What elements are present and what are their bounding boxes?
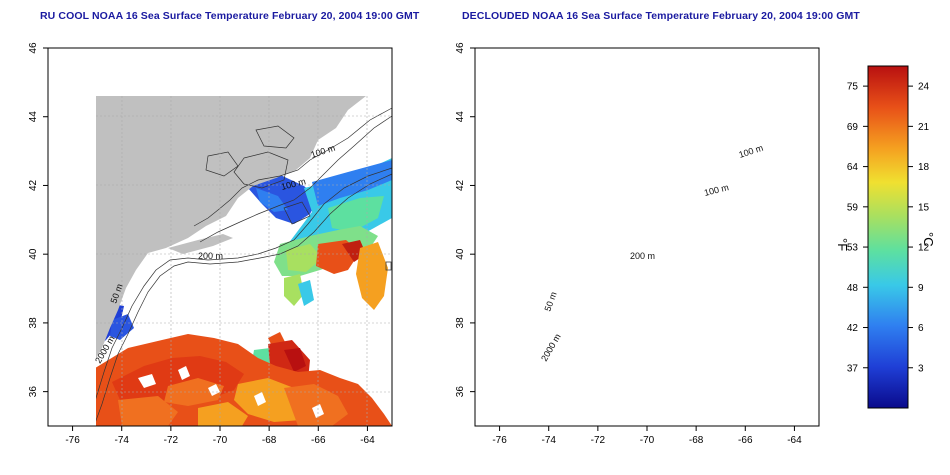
right-map-title: DECLOUDED NOAA 16 Sea Surface Temperatur… — [462, 10, 860, 22]
fahrenheit-tick-label: 59 — [847, 202, 859, 213]
y-tick-label: 36 — [28, 386, 39, 398]
left-map-title: RU COOL NOAA 16 Sea Surface Temperature … — [40, 10, 420, 22]
x-tick-label: -74 — [541, 435, 556, 446]
fahrenheit-label: °F — [835, 238, 850, 251]
x-tick-label: -72 — [164, 435, 179, 446]
celsius-tick-label: 9 — [918, 283, 924, 294]
x-tick-label: -70 — [213, 435, 228, 446]
y-tick-label: 38 — [28, 317, 39, 329]
x-tick-label: -74 — [114, 435, 129, 446]
right-map-panel: 100 m 100 m 200 m 50 m 2000 m -76 -74 -72-… — [455, 42, 820, 446]
celsius-tick-label: 6 — [918, 323, 924, 334]
left-axis-ticks: -76 -74 -72 -70 -68 -66 -64 36 38 40 42 44 46 — [28, 42, 375, 446]
left-map-panel: 100 m 100 m 200 m 50 m 2000 m -76 -74 -72-… — [28, 42, 393, 446]
fahrenheit-tick-label: 37 — [847, 363, 859, 374]
celsius-tick-label: 3 — [918, 363, 924, 374]
y-tick-label: 40 — [455, 248, 466, 260]
x-tick-label: -76 — [65, 435, 80, 446]
x-tick-label: -64 — [787, 435, 802, 446]
x-tick-label: -66 — [738, 435, 753, 446]
y-tick-label: 36 — [455, 386, 466, 398]
y-tick-label: 38 — [455, 317, 466, 329]
temperature-colorbar: 24 75 21 69 18 64 15 59 12 53 9 48 6 42 3 37 °F °C — [835, 65, 936, 409]
fahrenheit-tick-label: 69 — [847, 122, 859, 133]
y-tick-label: 42 — [28, 179, 39, 191]
celsius-tick-label: 18 — [918, 162, 930, 173]
y-tick-label: 46 — [455, 42, 466, 54]
right-axis-ticks: -76 -74 -72 -70 -68 -66 -64 36 38 40 42 44 46 — [455, 42, 802, 446]
y-tick-label: 44 — [455, 111, 466, 123]
celsius-tick-label: 24 — [918, 82, 930, 93]
fahrenheit-tick-label: 53 — [847, 243, 859, 254]
celsius-tick-label: 21 — [918, 122, 930, 133]
x-tick-label: -64 — [360, 435, 375, 446]
celsius-tick-label: 15 — [918, 202, 930, 213]
y-tick-label: 46 — [28, 42, 39, 54]
y-tick-label: 44 — [28, 111, 39, 123]
x-tick-label: -68 — [262, 435, 277, 446]
fahrenheit-tick-label: 64 — [847, 162, 859, 173]
x-tick-label: -72 — [591, 435, 606, 446]
y-tick-label: 40 — [28, 248, 39, 260]
y-tick-label: 42 — [455, 179, 466, 191]
celsius-label: °C — [921, 232, 936, 247]
x-tick-label: -66 — [311, 435, 326, 446]
right-contour-label: 200 m — [630, 251, 655, 261]
x-tick-label: -68 — [689, 435, 704, 446]
fahrenheit-tick-label: 42 — [847, 323, 859, 334]
celsius-tick-label: 12 — [918, 243, 930, 254]
left-contour-label: 200 m — [198, 251, 223, 261]
fahrenheit-tick-label: 75 — [847, 82, 859, 93]
x-tick-label: -76 — [492, 435, 507, 446]
fahrenheit-tick-label: 48 — [847, 283, 859, 294]
x-tick-label: -70 — [640, 435, 655, 446]
